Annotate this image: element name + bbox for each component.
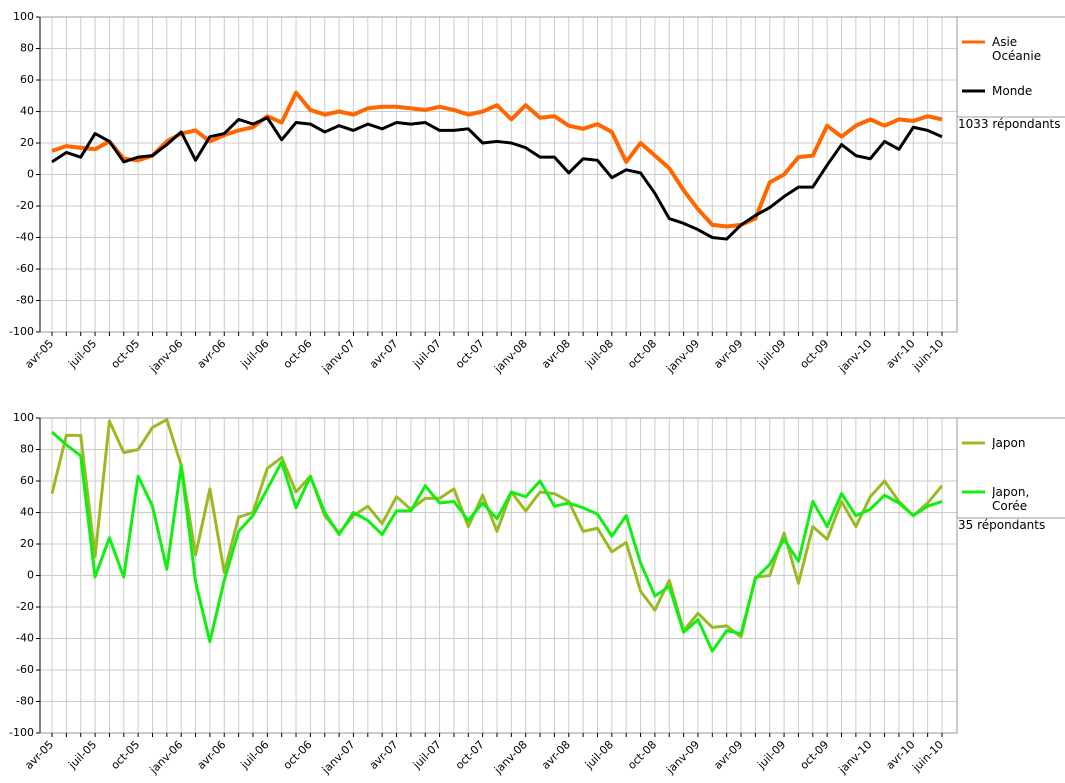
y-tick-label: -60	[16, 663, 34, 676]
x-tick-label: avr-07	[367, 337, 401, 371]
y-tick-label: 0	[27, 168, 34, 181]
x-tick-label: juil-05	[65, 738, 99, 772]
series-line	[51, 116, 943, 241]
x-tick-label: juin-10	[909, 337, 946, 374]
x-tick-label: oct-08	[625, 738, 659, 772]
y-tick-label: 80	[20, 42, 34, 55]
x-tick-label: avr-05	[22, 337, 56, 371]
y-tick-label: -80	[16, 695, 34, 708]
x-tick-label: janv-09	[663, 337, 702, 376]
x-tick-label: juil-06	[238, 738, 272, 772]
x-tick-label: juil-07	[410, 337, 444, 371]
y-tick-label: 20	[20, 136, 34, 149]
x-tick-label: oct-09	[797, 738, 831, 772]
x-tick-label: oct-05	[108, 738, 142, 772]
x-tick-label: juil-08	[582, 337, 616, 371]
x-tick-label: oct-08	[625, 337, 659, 371]
x-tick-label: janv-10	[836, 738, 875, 777]
x-tick-label: oct-09	[797, 337, 831, 371]
y-tick-label: 60	[20, 73, 34, 86]
x-tick-label: avr-08	[539, 337, 573, 371]
y-tick-label: 60	[20, 474, 34, 487]
x-tick-label: juil-09	[754, 337, 788, 371]
y-tick-label: 100	[13, 411, 34, 424]
x-tick-label: juil-09	[754, 738, 788, 772]
x-tick-label: oct-06	[281, 738, 315, 772]
y-tick-label: -60	[16, 262, 34, 275]
annotation-box: 35 répondants	[958, 518, 1046, 532]
legend-label: Asie Océanie	[992, 35, 1042, 63]
x-tick-label: avr-06	[195, 337, 229, 371]
x-tick-label: juil-05	[65, 337, 99, 371]
annotation-box: 1033 répondants	[958, 117, 1061, 131]
y-tick-label: -40	[16, 632, 34, 645]
x-tick-label: oct-07	[453, 337, 487, 371]
legend-label: Japon	[992, 436, 1026, 450]
y-tick-label: 40	[20, 506, 34, 519]
legend-label-box: Monde	[992, 84, 1033, 98]
x-tick-label: avr-05	[22, 738, 56, 772]
series-line	[51, 431, 943, 653]
x-tick-label: janv-09	[663, 738, 702, 777]
y-tick-label: -40	[16, 231, 34, 244]
x-tick-label: janv-07	[319, 738, 358, 777]
y-tick-label: -100	[9, 726, 34, 739]
x-tick-label: juil-06	[238, 337, 272, 371]
x-tick-label: janv-06	[147, 738, 186, 777]
legend-frame	[956, 417, 1065, 519]
legend-label: Japon, Corée	[992, 485, 1030, 513]
series-line	[50, 418, 944, 639]
x-tick-label: avr-08	[539, 738, 573, 772]
x-tick-label: janv-06	[147, 337, 186, 376]
x-tick-label: juil-08	[582, 738, 616, 772]
x-tick-label: avr-07	[367, 738, 401, 772]
y-tick-label: 40	[20, 105, 34, 118]
legend-label-box: Japon, Corée	[992, 485, 1030, 513]
x-tick-label: juin-10	[909, 738, 946, 775]
y-tick-label: 80	[20, 443, 34, 456]
x-tick-label: juil-07	[410, 738, 444, 772]
y-tick-label: -100	[9, 325, 34, 338]
annotation: 1033 répondants	[958, 117, 1061, 131]
y-tick-label: -80	[16, 294, 34, 307]
annotation: 35 répondants	[958, 518, 1046, 532]
legend-label: Monde	[992, 84, 1033, 98]
legend-label-box: Japon	[992, 436, 1026, 450]
y-tick-label: 100	[13, 10, 34, 23]
legend-label-box: Asie Océanie	[992, 35, 1042, 63]
legend-frame	[956, 16, 1065, 118]
y-tick-label: 0	[27, 569, 34, 582]
x-tick-label: avr-06	[195, 738, 229, 772]
x-tick-label: oct-07	[453, 738, 487, 772]
x-tick-label: janv-10	[836, 337, 875, 376]
x-tick-label: avr-09	[711, 337, 745, 371]
y-tick-label: 20	[20, 537, 34, 550]
x-tick-label: oct-05	[108, 337, 142, 371]
x-tick-label: avr-09	[711, 738, 745, 772]
x-tick-label: janv-08	[491, 337, 530, 376]
x-tick-label: janv-08	[491, 738, 530, 777]
y-tick-label: -20	[16, 199, 34, 212]
x-tick-label: janv-07	[319, 337, 358, 376]
x-tick-label: oct-06	[281, 337, 315, 371]
y-tick-label: -20	[16, 600, 34, 613]
series-line	[51, 90, 943, 229]
